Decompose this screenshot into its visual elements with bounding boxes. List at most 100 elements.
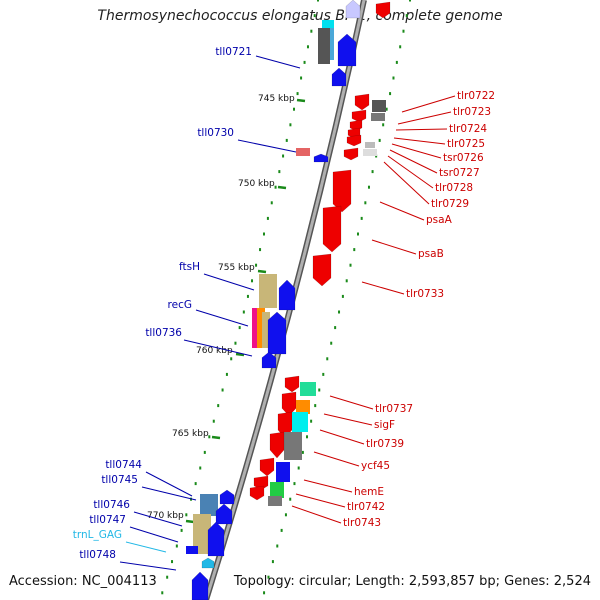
inner-tick-dot <box>278 170 281 174</box>
reverse-gene-label: tll0747 <box>89 514 126 526</box>
outer-tick-dot <box>267 575 270 579</box>
outer-tick-dot <box>322 372 325 376</box>
scale-tick <box>296 98 306 103</box>
outer-tick-dot <box>395 60 398 64</box>
forward-gene-leader <box>291 505 342 524</box>
scale-tick <box>185 519 195 524</box>
outer-tick-dot <box>330 341 333 345</box>
reverse-gene-leader <box>203 273 255 291</box>
outer-tick-dot <box>378 138 381 142</box>
inner-tick-dot <box>238 326 241 330</box>
forward-gene-leader <box>397 111 452 125</box>
forward-gene-label: tlr0739 <box>366 438 404 450</box>
outer-tick-dot <box>399 45 402 49</box>
inner-tick-dot <box>171 560 174 564</box>
inner-tick-dot <box>161 591 164 595</box>
reverse-gene-label: tll0748 <box>79 549 116 561</box>
reverse-gene-arrow <box>313 153 329 163</box>
forward-gene-leader <box>319 429 365 445</box>
inner-tick-dot <box>262 232 265 236</box>
outer-tick-dot <box>297 466 300 470</box>
forward-gene-leader <box>393 137 446 145</box>
forward-gene-leader <box>383 161 430 205</box>
forward-gene-leader <box>303 479 353 493</box>
inner-tick-dot <box>194 482 197 486</box>
reverse-gene-label: tll0736 <box>145 327 182 339</box>
forward-gene-arrow <box>249 485 265 501</box>
gene-box <box>257 308 265 348</box>
inner-tick-dot <box>166 575 169 579</box>
inner-tick-dot <box>282 154 285 158</box>
gene-box <box>300 382 316 396</box>
outer-tick-dot <box>293 482 296 486</box>
forward-gene-arrow <box>375 1 391 19</box>
forward-gene-label: tlr0737 <box>375 403 413 415</box>
inner-tick-dot <box>230 357 233 361</box>
inner-tick-dot <box>185 513 188 517</box>
inner-tick-dot <box>255 263 258 267</box>
forward-gene-label: tsr0726 <box>443 152 484 164</box>
forward-gene-arrow <box>269 431 285 459</box>
inner-tick-dot <box>225 372 228 376</box>
scale-label: 745 kbp <box>258 94 295 104</box>
inner-tick-dot <box>313 14 316 18</box>
forward-gene-leader <box>401 95 456 113</box>
inner-tick-dot <box>296 92 299 96</box>
outer-tick-dot <box>353 248 356 252</box>
forward-gene-leader <box>295 493 346 508</box>
inner-tick-dot <box>289 123 292 127</box>
forward-gene-label: tlr0743 <box>343 517 381 529</box>
inner-tick-dot <box>274 185 277 189</box>
forward-gene-arrow <box>253 475 269 491</box>
inner-tick-dot <box>234 341 237 345</box>
forward-gene-label: tlr0723 <box>453 106 491 118</box>
forward-gene-arrow <box>322 205 342 253</box>
gene-box <box>284 432 302 460</box>
gene-box <box>200 494 218 516</box>
inner-tick-dot <box>300 76 303 80</box>
outer-tick-dot <box>382 123 385 127</box>
scale-tick <box>277 185 287 190</box>
reverse-gene-label: recG <box>168 299 192 311</box>
reverse-gene-leader <box>119 561 177 571</box>
reverse-gene-label: tll0746 <box>93 499 130 511</box>
reverse-gene-arrow <box>261 351 277 369</box>
forward-gene-arrow <box>346 134 362 147</box>
scale-tick <box>235 352 245 357</box>
gene-box <box>252 308 261 348</box>
scale-label: 755 kbp <box>218 263 255 273</box>
outer-tick-dot <box>360 216 363 220</box>
gene-box <box>318 28 330 64</box>
forward-gene-label: hemE <box>354 486 384 498</box>
forward-gene-leader <box>395 128 448 131</box>
reverse-gene-label: tll0721 <box>215 46 252 58</box>
reverse-gene-label: tll0730 <box>197 127 234 139</box>
inner-tick-dot <box>180 528 183 532</box>
inner-tick-dot <box>212 419 215 423</box>
reverse-gene-label: tll0745 <box>101 474 138 486</box>
gene-box <box>371 113 385 121</box>
outer-tick-dot <box>338 310 341 314</box>
outer-tick-dot <box>402 29 405 33</box>
inner-tick-dot <box>208 435 211 439</box>
reverse-gene-arrow <box>278 279 296 311</box>
gene-box <box>363 149 377 156</box>
outer-tick-dot <box>345 279 348 283</box>
forward-gene-leader <box>389 149 438 174</box>
forward-gene-leader <box>379 201 425 221</box>
forward-gene-leader <box>313 451 360 467</box>
outer-tick-dot <box>271 560 274 564</box>
reverse-gene-arrow <box>331 67 347 87</box>
map-title: Thermosynechococcus elongatus BP-1, comp… <box>97 8 503 24</box>
gene-box <box>259 274 277 308</box>
forward-gene-label: tsr0727 <box>439 167 480 179</box>
forward-gene-arrow <box>284 375 300 393</box>
outer-tick-dot <box>289 497 292 501</box>
outer-tick-dot <box>318 388 321 392</box>
forward-gene-label: tlr0729 <box>431 198 469 210</box>
outer-tick-dot <box>280 528 283 532</box>
reverse-gene-arrow <box>191 571 209 600</box>
forward-gene-arrow <box>354 93 370 111</box>
scale-label: 760 kbp <box>196 346 233 356</box>
